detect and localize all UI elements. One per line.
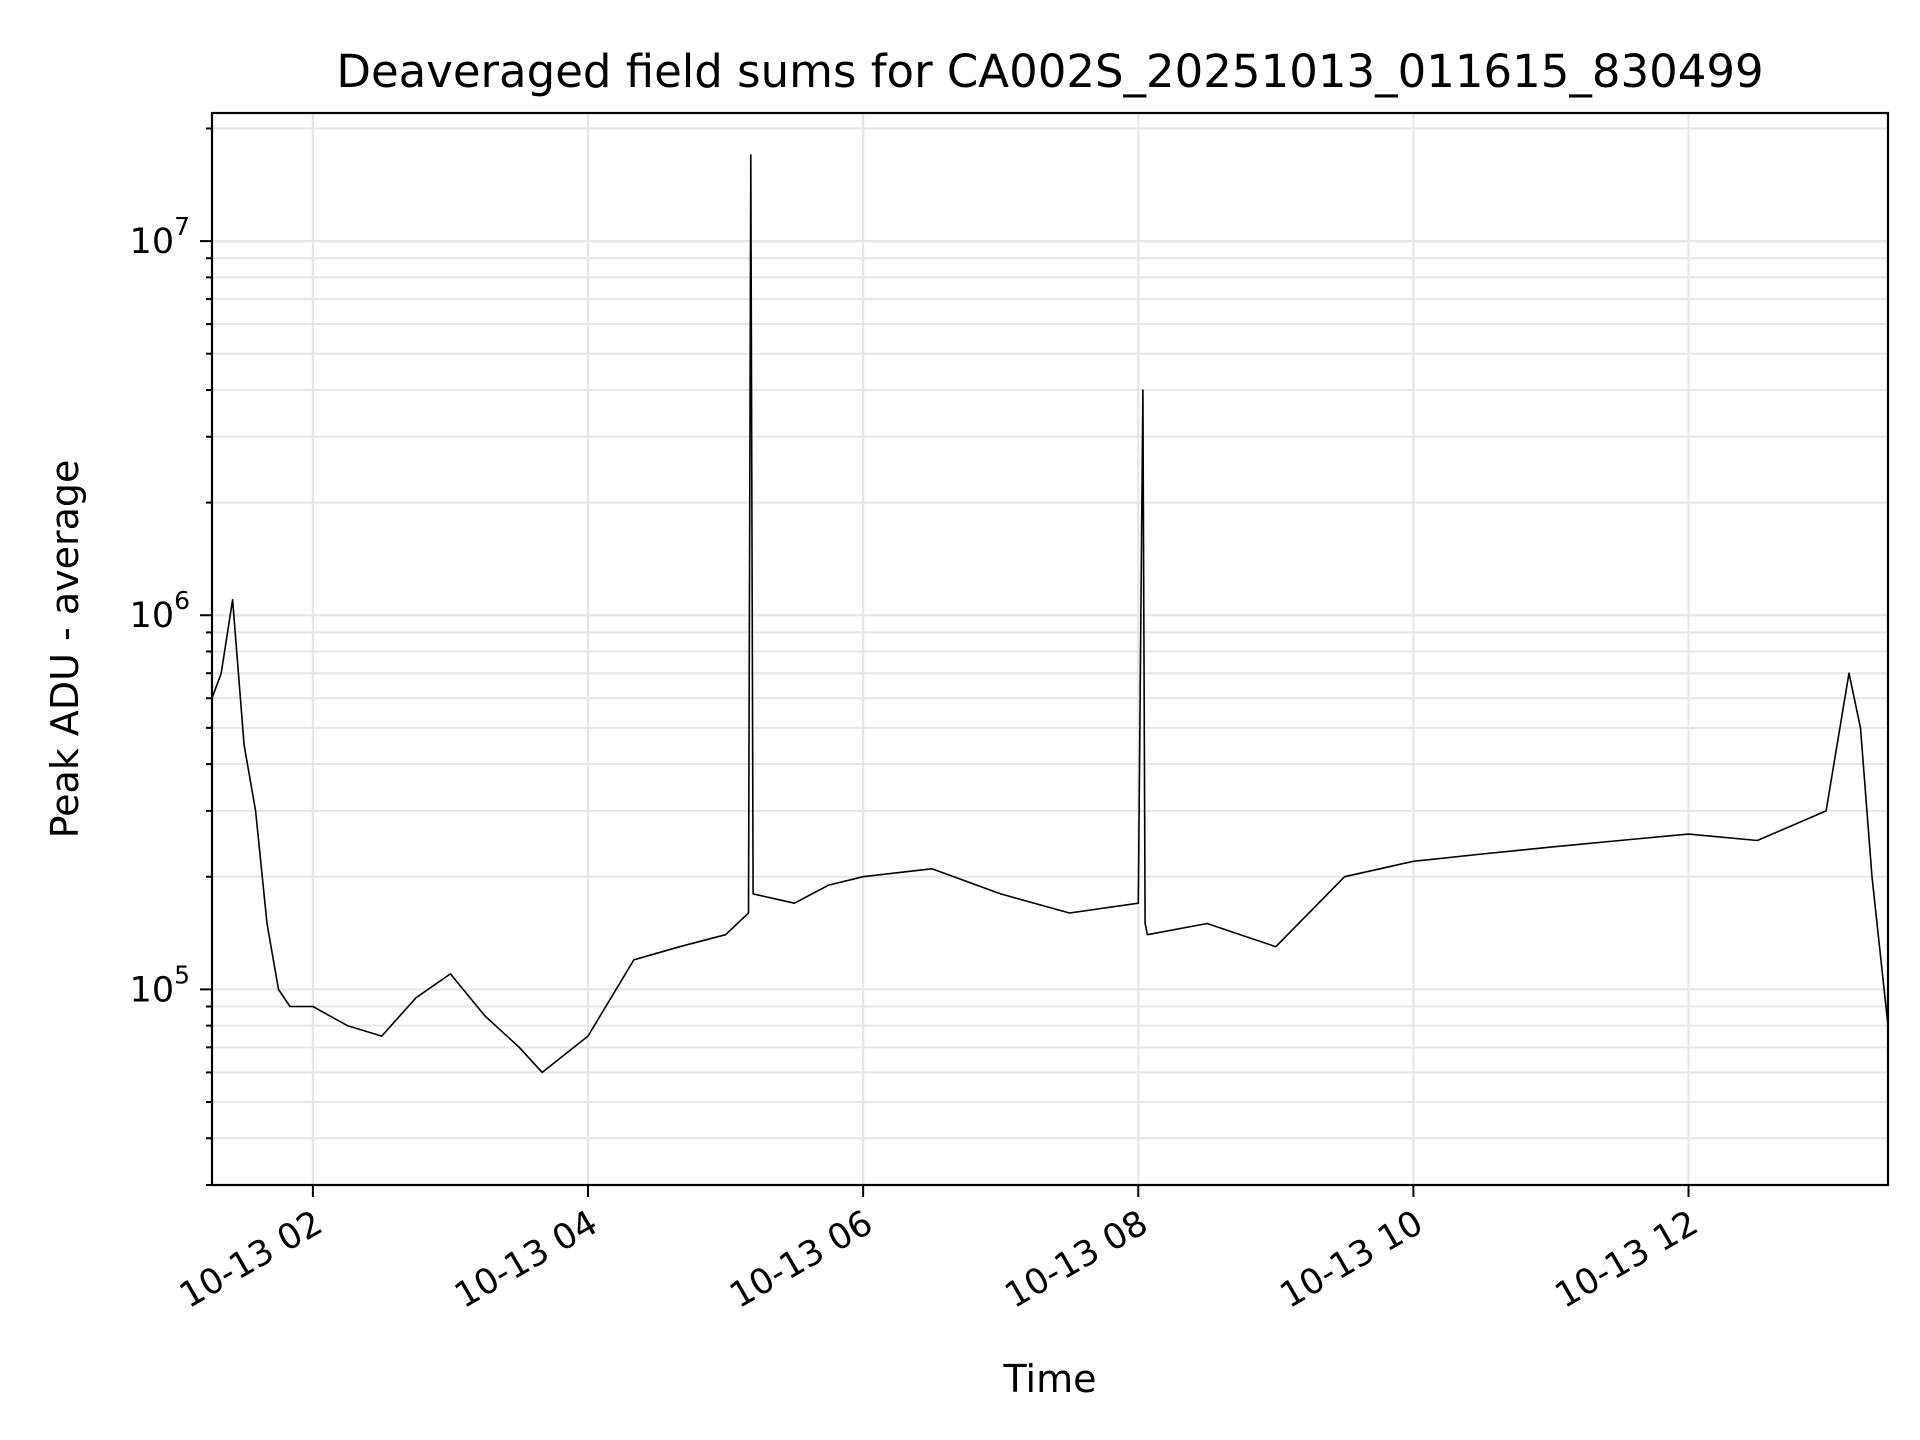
- y-tick-label: 105: [130, 960, 190, 1010]
- y-tick-label: 106: [130, 586, 190, 636]
- y-tick-base: 10: [130, 970, 175, 1010]
- grid-lines: [212, 113, 1888, 1186]
- chart-title: Deaveraged field sums for CA002S_2025101…: [336, 45, 1763, 98]
- series-line: [211, 154, 1889, 1074]
- y-axis-label: Peak ADU - average: [43, 460, 87, 839]
- data-series: [211, 154, 1889, 1074]
- y-tick-label: 107: [130, 212, 190, 262]
- y-tick-exponent: 7: [174, 212, 190, 241]
- y-tick-base: 10: [130, 222, 175, 262]
- plot-frame: [210, 111, 1890, 1187]
- y-tick-exponent: 5: [174, 960, 190, 989]
- y-tick-base: 10: [130, 596, 175, 636]
- y-tick-exponent: 6: [174, 586, 190, 615]
- x-axis-label: Time: [1003, 1357, 1097, 1401]
